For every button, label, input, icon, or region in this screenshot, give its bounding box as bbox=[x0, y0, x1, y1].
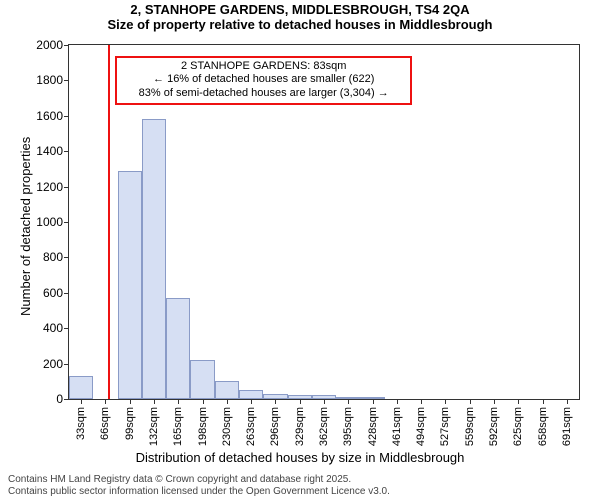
x-tick-label: 691sqm bbox=[561, 407, 573, 446]
y-tick-label: 0 bbox=[56, 392, 69, 406]
x-tick-label: 132sqm bbox=[148, 407, 160, 446]
histogram-bar bbox=[69, 376, 93, 399]
x-tick-label: 428sqm bbox=[367, 407, 379, 446]
y-tick-label: 800 bbox=[43, 250, 69, 264]
chart-title-line1: 2, STANHOPE GARDENS, MIDDLESBROUGH, TS4 … bbox=[0, 2, 600, 17]
x-axis-label: Distribution of detached houses by size … bbox=[0, 450, 600, 465]
x-tick-label: 461sqm bbox=[391, 407, 403, 446]
chart-container: 2, STANHOPE GARDENS, MIDDLESBROUGH, TS4 … bbox=[0, 0, 600, 500]
x-tick-label: 33sqm bbox=[75, 407, 87, 440]
x-tick-label: 198sqm bbox=[197, 407, 209, 446]
x-tick-label: 329sqm bbox=[294, 407, 306, 446]
histogram-bar bbox=[118, 171, 142, 399]
x-tick-label: 296sqm bbox=[269, 407, 281, 446]
y-tick-label: 1400 bbox=[36, 144, 69, 158]
y-tick-label: 1800 bbox=[36, 73, 69, 87]
histogram-bar bbox=[166, 298, 190, 399]
x-tick-label: 658sqm bbox=[537, 407, 549, 446]
plot-area: 020040060080010001200140016001800200033s… bbox=[68, 44, 580, 400]
chart-title-line2: Size of property relative to detached ho… bbox=[0, 17, 600, 32]
x-tick-label: 592sqm bbox=[488, 407, 500, 446]
x-tick-label: 362sqm bbox=[318, 407, 330, 446]
annotation-box: 2 STANHOPE GARDENS: 83sqm← 16% of detach… bbox=[115, 56, 413, 105]
histogram-bar bbox=[239, 390, 263, 399]
x-tick-label: 165sqm bbox=[172, 407, 184, 446]
x-tick-label: 66sqm bbox=[99, 407, 111, 440]
histogram-bar bbox=[142, 119, 166, 399]
histogram-bar bbox=[190, 360, 214, 399]
annotation-line: 83% of semi-detached houses are larger (… bbox=[121, 87, 407, 101]
x-tick-label: 395sqm bbox=[342, 407, 354, 446]
y-tick-label: 2000 bbox=[36, 38, 69, 52]
x-tick-label: 99sqm bbox=[124, 407, 136, 440]
x-tick-label: 263sqm bbox=[245, 407, 257, 446]
footer: Contains HM Land Registry data © Crown c… bbox=[0, 474, 390, 498]
x-tick-label: 230sqm bbox=[221, 407, 233, 446]
y-tick-label: 1200 bbox=[36, 180, 69, 194]
y-tick-label: 1600 bbox=[36, 109, 69, 123]
y-tick-label: 600 bbox=[43, 286, 69, 300]
histogram-bar bbox=[215, 381, 239, 399]
y-tick-label: 1000 bbox=[36, 215, 69, 229]
annotation-line: 2 STANHOPE GARDENS: 83sqm bbox=[121, 60, 407, 74]
footer-line1: Contains HM Land Registry data © Crown c… bbox=[8, 474, 390, 486]
annotation-line: ← 16% of detached houses are smaller (62… bbox=[121, 73, 407, 87]
y-tick-label: 200 bbox=[43, 357, 69, 371]
y-axis-label: Number of detached properties bbox=[18, 137, 33, 316]
reference-line bbox=[108, 45, 110, 399]
x-tick-label: 494sqm bbox=[415, 407, 427, 446]
x-tick-label: 625sqm bbox=[512, 407, 524, 446]
x-tick-label: 559sqm bbox=[464, 407, 476, 446]
y-tick-label: 400 bbox=[43, 321, 69, 335]
footer-line2: Contains public sector information licen… bbox=[8, 486, 390, 498]
x-tick-label: 527sqm bbox=[439, 407, 451, 446]
title-block: 2, STANHOPE GARDENS, MIDDLESBROUGH, TS4 … bbox=[0, 0, 600, 32]
